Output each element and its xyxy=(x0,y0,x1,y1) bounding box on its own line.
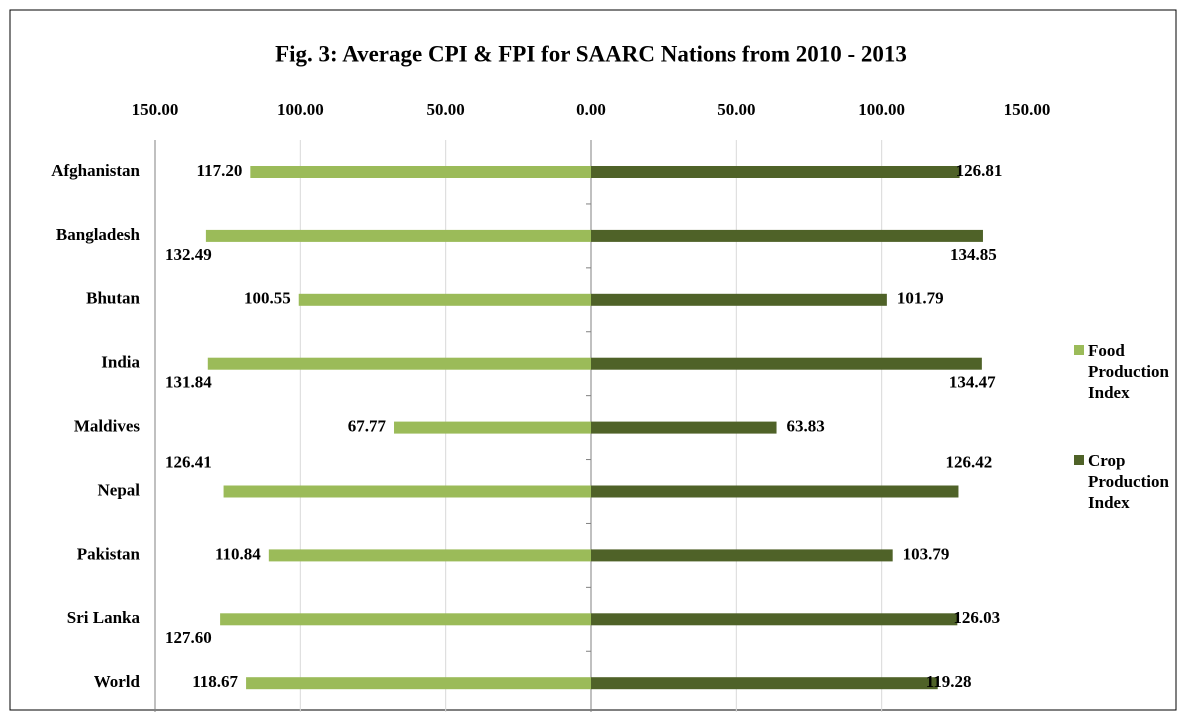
bar xyxy=(591,166,960,178)
legend-label: Crop Production Index xyxy=(1088,451,1169,512)
bar xyxy=(591,677,938,690)
x-tick-label: 50.00 xyxy=(427,100,465,119)
x-tick-label: 100.00 xyxy=(858,100,905,119)
data-label: 134.85 xyxy=(950,245,997,264)
bar xyxy=(591,421,777,434)
bar xyxy=(298,293,591,306)
category-label: Maldives xyxy=(74,417,140,436)
chart-title: Fig. 3: Average CPI & FPI for SAARC Nati… xyxy=(275,41,907,66)
legend-label: Food Production Index xyxy=(1088,341,1169,402)
data-label: 126.81 xyxy=(956,161,1003,180)
data-label: 126.03 xyxy=(953,608,1000,627)
data-label: 126.42 xyxy=(945,452,992,471)
bar xyxy=(591,229,983,242)
category-label: Bangladesh xyxy=(56,225,141,244)
data-label: 117.20 xyxy=(197,161,243,180)
legend-entry: Crop Production Index xyxy=(1074,450,1178,513)
data-label: 100.55 xyxy=(244,289,291,308)
category-label: Afghanistan xyxy=(51,161,140,180)
data-label: 103.79 xyxy=(903,544,950,563)
legend-swatch xyxy=(1074,345,1084,355)
x-tick-label: 150.00 xyxy=(132,100,179,119)
bar xyxy=(250,166,591,178)
bar xyxy=(268,549,591,562)
data-label: 110.84 xyxy=(215,544,261,563)
bar xyxy=(591,613,958,626)
category-label: Bhutan xyxy=(86,289,140,308)
bar xyxy=(207,357,591,370)
data-label: 126.41 xyxy=(165,452,212,471)
chart-frame xyxy=(9,9,1177,711)
x-tick-label: 150.00 xyxy=(1004,100,1051,119)
category-label: Pakistan xyxy=(77,544,141,563)
legend-entry: Food Production Index xyxy=(1074,340,1178,403)
x-tick-label: 0.00 xyxy=(576,100,606,119)
data-label: 101.79 xyxy=(897,289,944,308)
data-label: 63.83 xyxy=(787,417,825,436)
x-tick-label: 100.00 xyxy=(277,100,324,119)
bar xyxy=(220,613,592,626)
data-label: 118.67 xyxy=(192,672,238,691)
bar xyxy=(591,357,982,370)
bar xyxy=(246,677,592,690)
legend-swatch xyxy=(1074,455,1084,465)
bar xyxy=(591,549,893,562)
bar xyxy=(394,421,591,434)
data-label: 127.60 xyxy=(165,628,212,647)
data-label: 119.28 xyxy=(926,672,972,691)
bar xyxy=(223,485,591,498)
bar xyxy=(591,485,959,498)
bar xyxy=(591,293,887,306)
category-label: India xyxy=(101,353,140,372)
data-label: 131.84 xyxy=(165,373,212,392)
bar xyxy=(205,229,591,242)
category-label: Sri Lanka xyxy=(67,608,141,627)
category-label: World xyxy=(94,672,141,691)
data-label: 132.49 xyxy=(165,245,212,264)
data-label: 67.77 xyxy=(348,417,387,436)
x-tick-label: 50.00 xyxy=(717,100,755,119)
category-label: Nepal xyxy=(98,480,141,499)
data-label: 134.47 xyxy=(949,373,996,392)
